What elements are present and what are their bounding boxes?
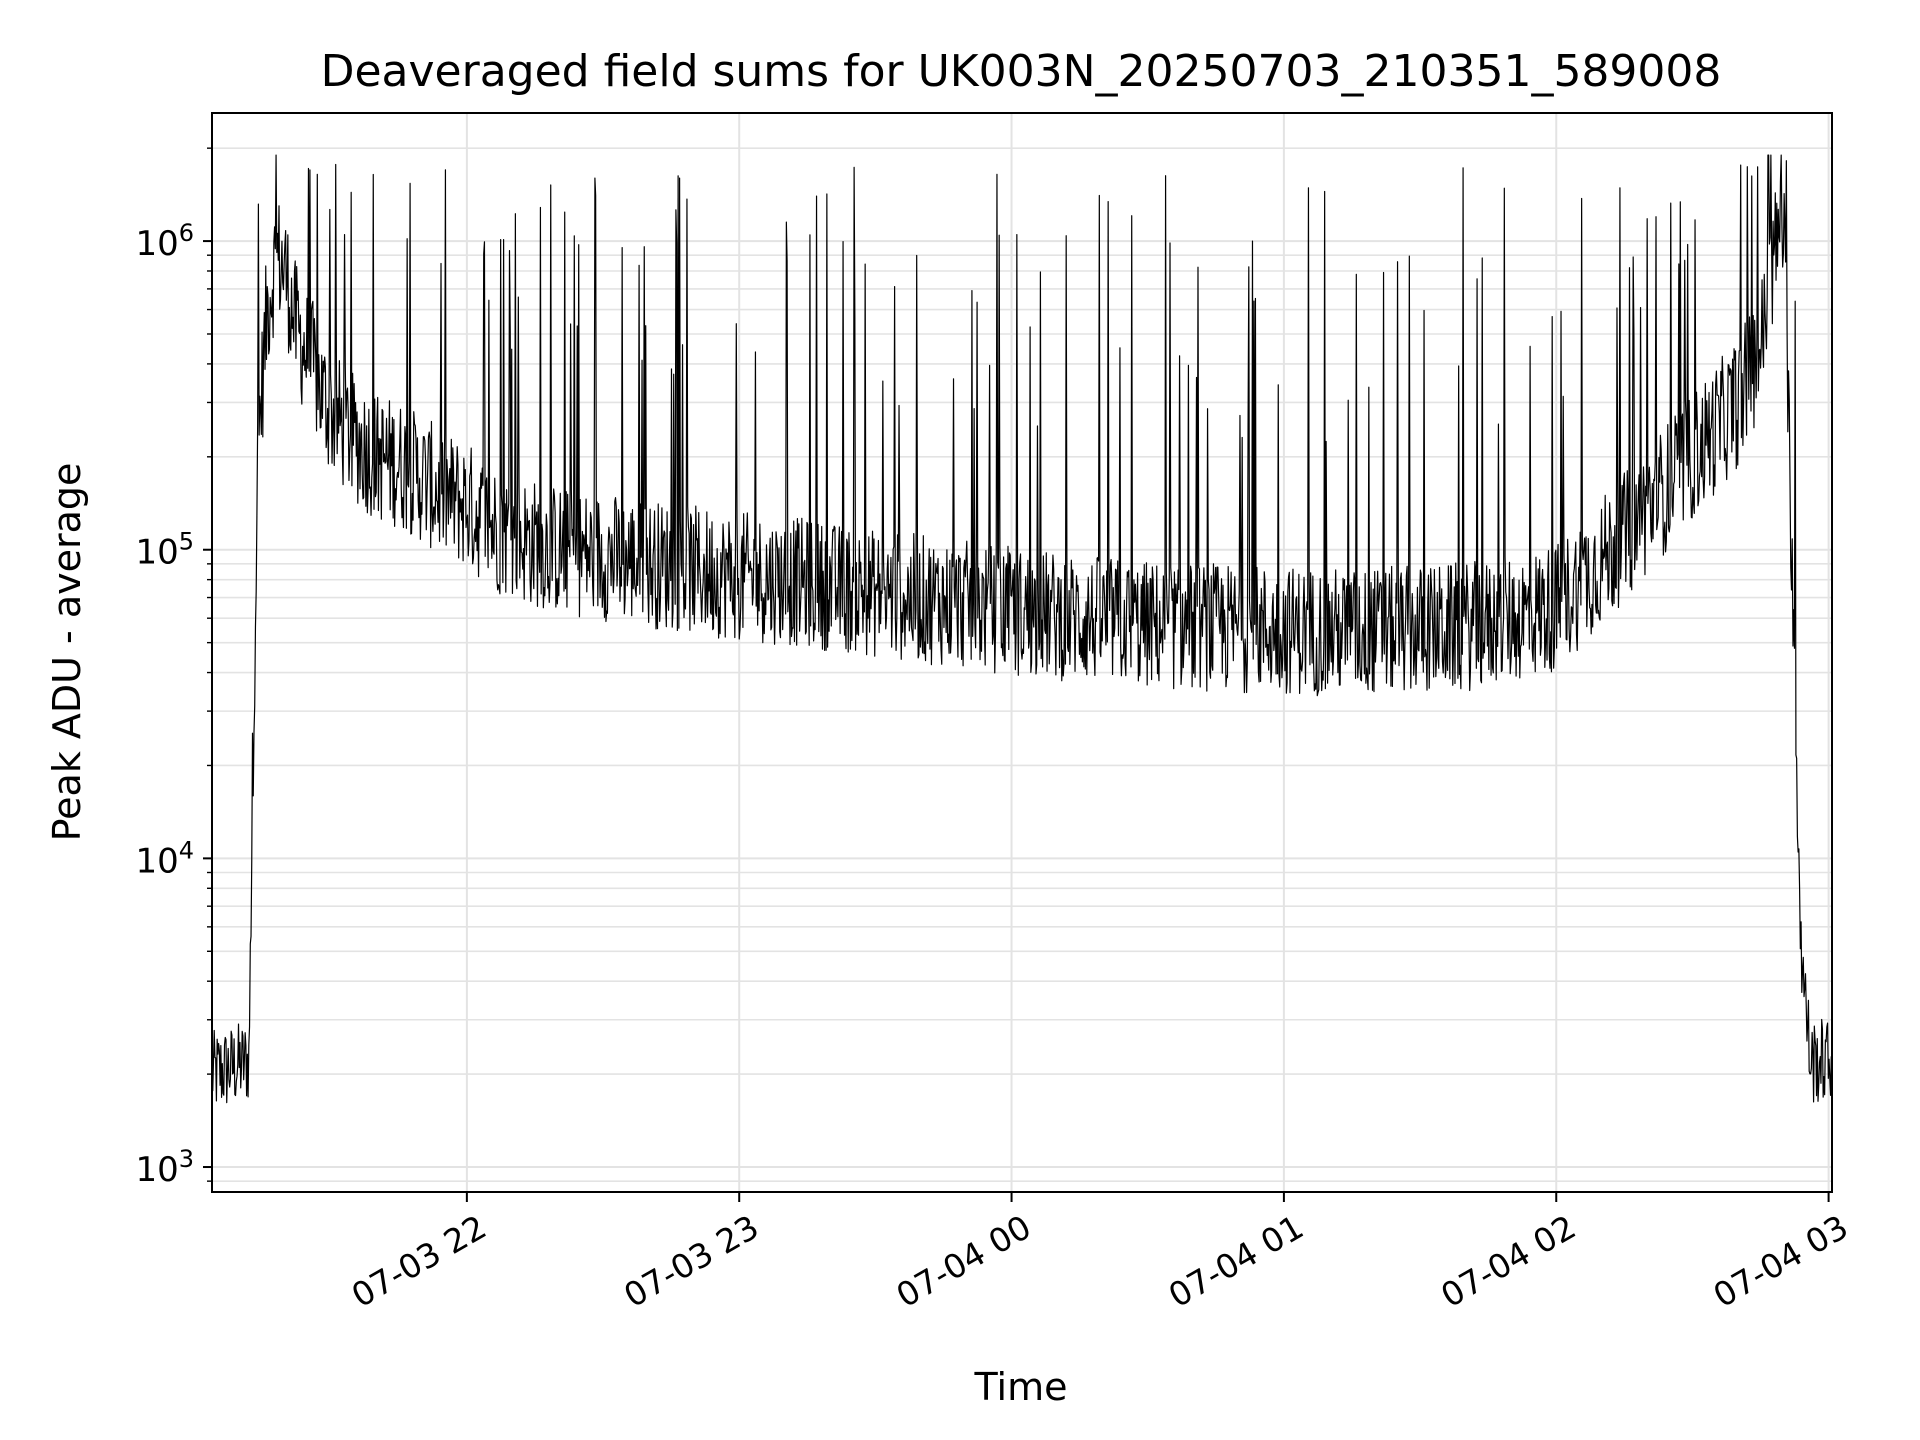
chart-title: Deaveraged field sums for UK003N_2025070… [321, 46, 1722, 97]
x-tick-label: 07-04 01 [1162, 1207, 1310, 1315]
y-tick-label: 105 [135, 528, 194, 573]
plot-area-frame [211, 112, 1833, 1193]
y-tick-label: 106 [135, 219, 194, 264]
series-layer [211, 154, 1833, 1104]
x-tick-label: 07-03 22 [345, 1207, 493, 1315]
y-tick-label: 104 [135, 836, 194, 881]
y-tick-label: 103 [135, 1145, 194, 1190]
grid-lines [212, 113, 1832, 1192]
x-tick-label: 07-03 23 [617, 1207, 765, 1315]
x-tick-label: 07-04 03 [1707, 1207, 1855, 1315]
x-tick-label: 07-04 00 [890, 1207, 1038, 1315]
y-axis: 103 104 105 106 [135, 147, 212, 1190]
series-line [211, 154, 1833, 1104]
y-axis-label: Peak ADU - average [45, 463, 89, 842]
x-tick-label: 07-04 02 [1434, 1207, 1582, 1315]
x-axis-label: Time [974, 1365, 1068, 1409]
x-axis: 07-03 22 07-03 23 07-04 00 07-04 01 07-04 02… [345, 1192, 1855, 1315]
